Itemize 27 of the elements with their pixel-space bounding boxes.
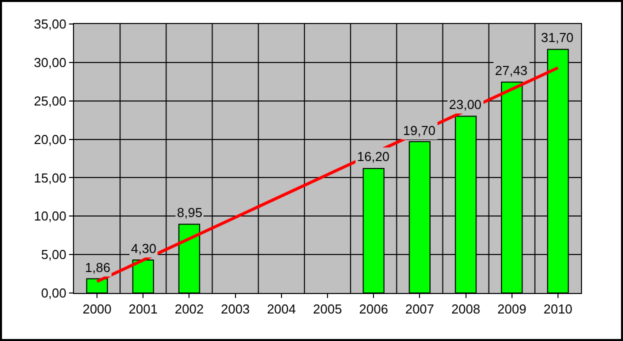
y-tick-label: 0,00 <box>41 286 66 301</box>
x-tick-label: 2010 <box>543 302 572 317</box>
x-tick-label: 2004 <box>266 302 296 317</box>
y-tick-label: 20,00 <box>34 132 66 147</box>
x-tick-label: 2003 <box>220 302 250 317</box>
y-tick-label: 15,00 <box>34 170 66 186</box>
y-tick-label: 30,00 <box>34 54 66 70</box>
x-tick-label: 2006 <box>359 302 388 317</box>
data-label: 19,70 <box>403 123 436 138</box>
data-label: 27,43 <box>495 63 528 78</box>
x-tick-label: 2007 <box>405 302 434 317</box>
x-tick-label: 2008 <box>451 302 480 317</box>
y-tick-label: 5,00 <box>41 247 66 262</box>
data-label: 31,70 <box>541 30 574 45</box>
x-tick-label: 2001 <box>128 302 158 317</box>
y-tick-label: 25,00 <box>34 93 66 108</box>
data-label: 23,00 <box>449 97 482 112</box>
y-tick-label: 35,00 <box>34 16 66 32</box>
data-label: 8,95 <box>177 205 202 220</box>
x-tick-label: 2000 <box>82 302 112 317</box>
x-tick-label: 2009 <box>497 302 526 317</box>
data-label: 4,30 <box>131 241 156 256</box>
x-tick-label: 2005 <box>313 302 342 317</box>
y-tick-label: 10,00 <box>34 208 66 224</box>
data-label: 16,20 <box>357 149 390 164</box>
x-tick-label: 2002 <box>174 302 204 317</box>
data-label: 1,86 <box>85 260 110 275</box>
